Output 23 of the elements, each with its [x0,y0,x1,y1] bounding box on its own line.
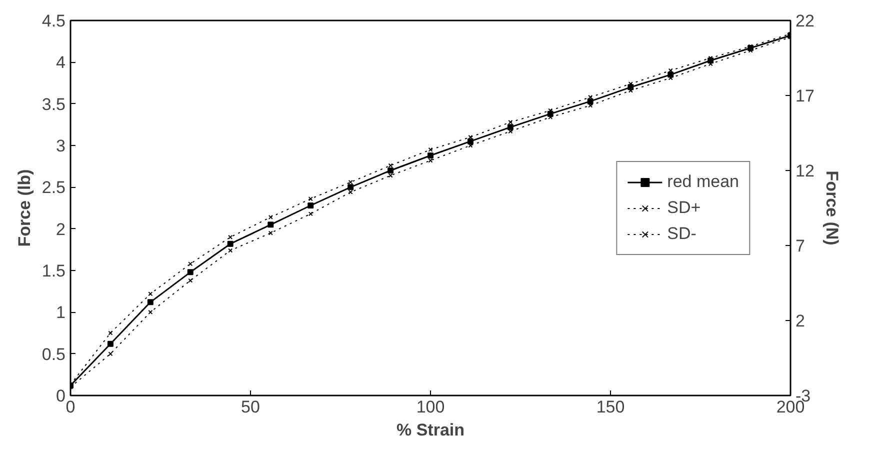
y-tick-label: 0.5 [42,344,66,364]
y2-tick-label: 17 [796,86,814,106]
y-tick-label: 1 [56,303,66,322]
x-tick-label: 100 [416,398,445,416]
x-tick-label: 50 [241,398,260,416]
y2-tick-label: 7 [796,236,805,256]
y-tick-label: 3.5 [42,94,66,114]
y-tick-label: 1.5 [42,262,66,280]
y2-tick-label: 12 [796,162,814,180]
y-tick-label: 4.5 [42,12,66,30]
y-axis-title: Force (lb) [14,169,34,247]
legend-label: SD+ [667,198,701,218]
x-axis-title: % Strain [396,420,465,440]
legend-label: SD- [667,224,696,244]
y-tick-label: 2 [56,220,66,239]
y-tick-label: 3 [56,136,66,156]
x-tick-label: 150 [596,398,625,416]
y2-axis-title: Force (N) [822,170,842,246]
y2-tick-label: 22 [796,12,814,30]
legend-label: red mean [667,172,739,192]
y2-tick-label: 2 [796,312,805,330]
y-tick-label: 2.5 [42,178,66,198]
y-tick-label: 4 [56,53,66,72]
